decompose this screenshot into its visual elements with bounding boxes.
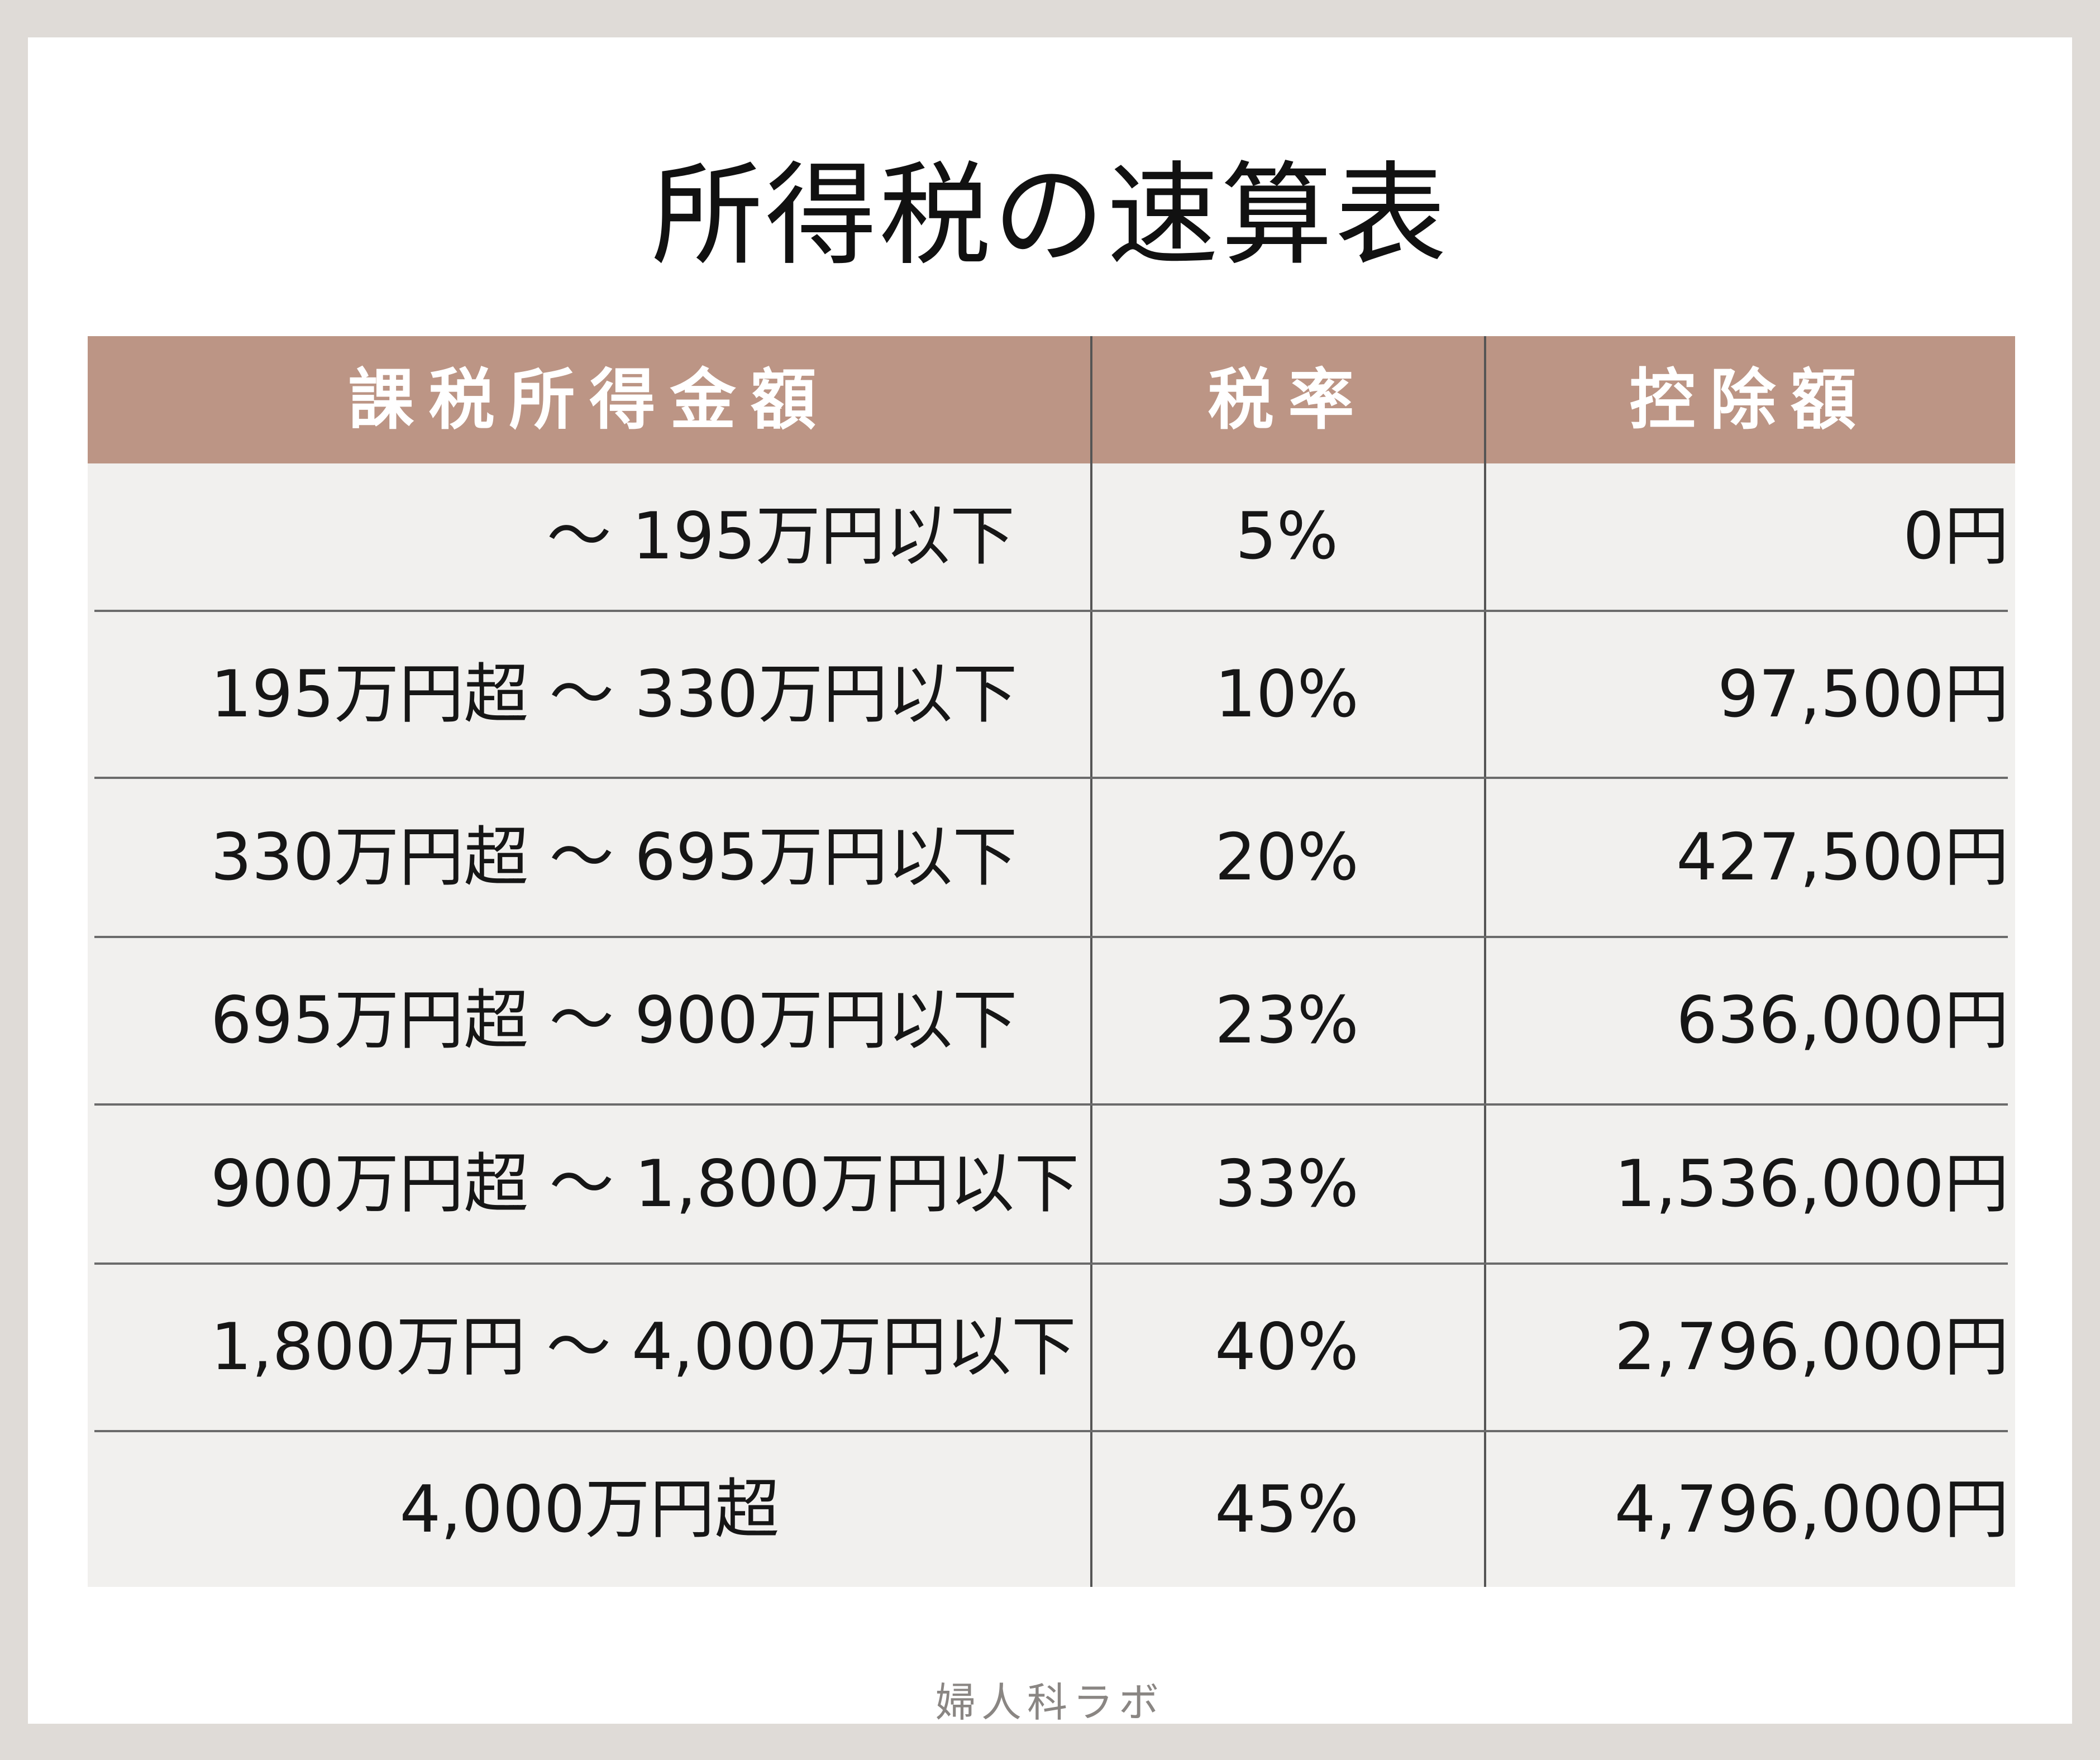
header-tax-rate: 税率: [1207, 361, 1369, 438]
tax-rate-cell: 23%: [1215, 983, 1359, 1058]
header-taxable-income: 課税所得金額: [348, 361, 831, 438]
deduction-cell: 427,500円: [1676, 820, 2009, 895]
taxable-income-cell: 1,800万円 ～ 4,000万円以下: [211, 1309, 1076, 1385]
table-card: 所得税の速算表 課税所得金額 税率 控除額 ～ 195万円以下 5% 0円: [28, 37, 2072, 1726]
table-row: 900万円超 ～ 1,800万円以下 33% 1,536,000円: [88, 1106, 2015, 1262]
row-divider: [94, 610, 2008, 612]
brand-footer: 婦人科ラボ: [935, 1679, 1164, 1726]
deduction-cell: 2,796,000円: [1614, 1309, 2009, 1385]
table-row: 1,800万円 ～ 4,000万円以下 40% 2,796,000円: [88, 1265, 2015, 1430]
row-divider: [94, 1430, 2008, 1432]
column-divider: [1484, 336, 1486, 1587]
column-divider: [1090, 336, 1092, 1587]
row-divider: [94, 936, 2008, 938]
table-body: ～ 195万円以下 5% 0円 195万円超 ～ 330万円以下 10% 97,…: [88, 336, 2015, 1587]
table-row: 330万円超 ～ 695万円以下 20% 427,500円: [88, 779, 2015, 936]
page-title: 所得税の速算表: [651, 151, 1449, 281]
table-row: 695万円超 ～ 900万円以下 23% 636,000円: [88, 938, 2015, 1103]
taxable-income-cell: 695万円超 ～ 900万円以下: [211, 983, 1018, 1058]
deduction-cell: 97,500円: [1717, 657, 2009, 732]
deduction-cell: 1,536,000円: [1614, 1146, 2009, 1222]
deduction-cell: 636,000円: [1676, 983, 2009, 1058]
tax-rate-cell: 40%: [1215, 1309, 1359, 1385]
row-divider: [94, 1262, 2008, 1265]
tax-rate-cell: 33%: [1215, 1146, 1359, 1222]
taxable-income-cell: ～ 195万円以下: [546, 499, 1015, 574]
taxable-income-cell: 4,000万円超: [399, 1472, 780, 1547]
tax-rate-cell: 45%: [1215, 1472, 1359, 1547]
taxable-income-cell: 900万円超 ～ 1,800万円以下: [211, 1146, 1080, 1222]
tax-rate-table: 課税所得金額 税率 控除額 ～ 195万円以下 5% 0円 195万円超: [88, 336, 2015, 1587]
tax-rate-cell: 5%: [1235, 499, 1339, 574]
table-row: ～ 195万円以下 5% 0円: [88, 463, 2015, 610]
tax-rate-cell: 20%: [1215, 820, 1359, 895]
deduction-cell: 4,796,000円: [1614, 1472, 2009, 1547]
table-header: 課税所得金額 税率 控除額: [88, 336, 2015, 463]
tax-rate-cell: 10%: [1215, 657, 1359, 732]
table-row: 195万円超 ～ 330万円以下 10% 97,500円: [88, 612, 2015, 777]
row-divider: [94, 777, 2008, 779]
taxable-income-cell: 330万円超 ～ 695万円以下: [211, 820, 1018, 895]
deduction-cell: 0円: [1903, 499, 2009, 574]
taxable-income-cell: 195万円超 ～ 330万円以下: [211, 657, 1018, 732]
table-row: 4,000万円超 45% 4,796,000円: [88, 1432, 2015, 1587]
header-deduction: 控除額: [1629, 361, 1871, 438]
row-divider: [94, 1103, 2008, 1106]
